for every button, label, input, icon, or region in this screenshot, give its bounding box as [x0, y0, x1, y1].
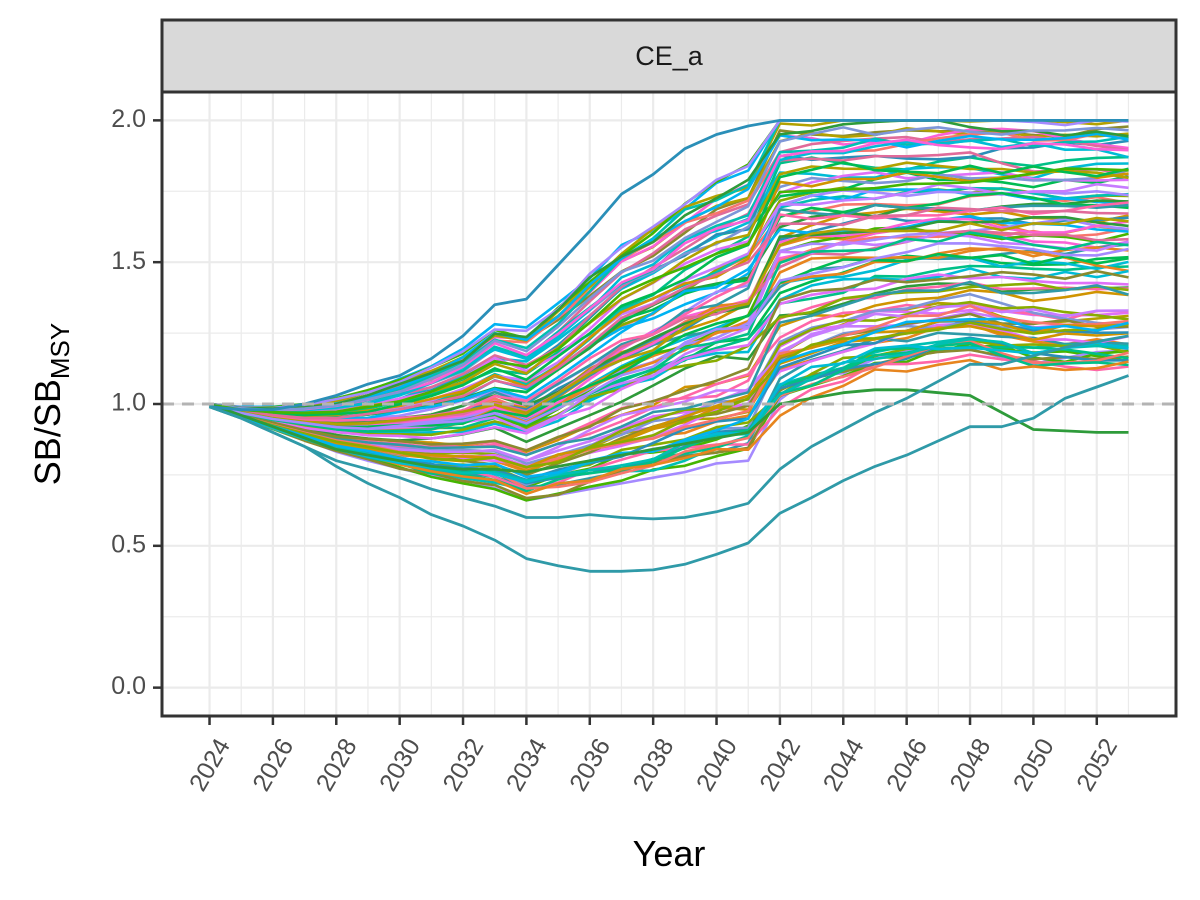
series-line — [209, 280, 1129, 457]
series-line — [209, 231, 1129, 433]
x-tick-label: 2030 — [374, 734, 426, 796]
series-line — [209, 334, 1129, 521]
series-line — [209, 273, 1129, 440]
series-line — [209, 206, 1129, 420]
series-line — [209, 119, 1129, 410]
series-line — [209, 126, 1129, 412]
x-tick-label: 2044 — [818, 734, 870, 796]
y-tick-label: 1.0 — [111, 389, 146, 417]
x-tick-label: 2040 — [691, 734, 743, 796]
series-line — [209, 155, 1129, 415]
y-tick-label: 0.5 — [111, 530, 146, 558]
x-tick-label: 2038 — [628, 734, 680, 796]
series-line — [209, 214, 1129, 420]
x-tick-label: 2026 — [247, 734, 299, 796]
series-line — [209, 242, 1129, 431]
series-line — [209, 167, 1129, 415]
x-tick-label: 2028 — [311, 734, 363, 796]
series-line — [209, 388, 1129, 474]
series-line — [209, 321, 1129, 469]
facet-label: CE_a — [635, 41, 704, 71]
x-tick-label: 2032 — [437, 734, 489, 796]
facet-strip — [160, 18, 1178, 94]
series-line — [209, 337, 1129, 482]
y-axis: 0.0 0.5 1.0 1.5 2.0 — [111, 105, 162, 700]
series-line — [209, 252, 1129, 429]
x-tick-label: 2048 — [944, 734, 996, 796]
x-tick-label: 2036 — [564, 734, 616, 796]
x-axis-title: Year — [633, 833, 706, 874]
series-line — [209, 374, 1129, 573]
y-axis-title-subscript: MSY — [45, 323, 75, 379]
series-line — [209, 304, 1129, 470]
y-axis-title: SB/SBMSY — [27, 323, 75, 485]
series-line — [209, 119, 1129, 412]
y-axis-title-main: SB/SB — [27, 379, 68, 485]
y-tick-label: 2.0 — [111, 105, 146, 133]
x-tick-label: 2052 — [1071, 734, 1123, 796]
series-line — [209, 269, 1129, 452]
x-axis: 2024 2026 2028 2030 2032 2034 2036 2038 2040 2042… — [184, 716, 1123, 796]
series-line — [209, 216, 1129, 426]
series-line — [209, 161, 1129, 417]
x-tick-label: 2046 — [881, 734, 933, 796]
x-tick-label: 2024 — [184, 734, 236, 796]
series-lines — [209, 119, 1129, 573]
x-tick-label: 2034 — [501, 734, 553, 796]
y-tick-label: 0.0 — [111, 672, 146, 700]
x-tick-label: 2050 — [1008, 734, 1060, 796]
x-tick-label: 2042 — [754, 734, 806, 796]
y-tick-label: 1.5 — [111, 247, 146, 275]
